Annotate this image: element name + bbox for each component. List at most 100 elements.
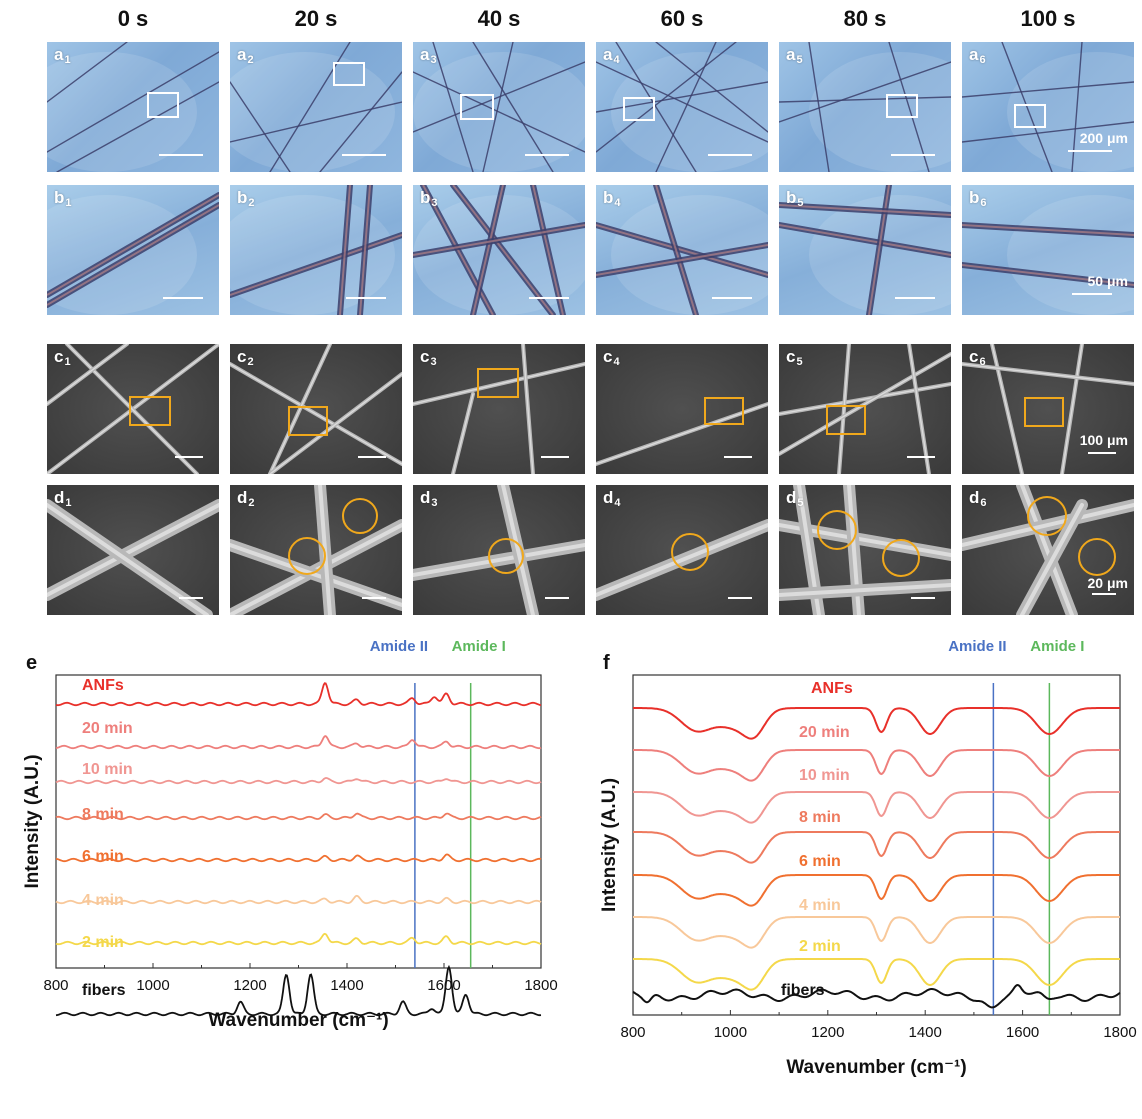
spectrum-line xyxy=(55,932,542,946)
panel-c-5: c5 xyxy=(779,344,951,474)
panel-label-c2: c2 xyxy=(237,347,254,368)
scale-bar xyxy=(911,597,935,599)
defect-highlight-circle xyxy=(288,537,326,575)
scale-bar xyxy=(1072,293,1112,295)
panel-label-a3: a3 xyxy=(420,45,437,66)
panel-label-a6: a6 xyxy=(969,45,986,66)
panel-c-3: c3 xyxy=(413,344,585,474)
x-tick-label: 1400 xyxy=(909,1024,942,1041)
time-header-40: 40 s xyxy=(477,6,521,31)
scale-bar xyxy=(358,456,386,458)
x-tick-label: 1600 xyxy=(1006,1024,1039,1041)
scale-bar xyxy=(346,297,386,299)
scale-bar xyxy=(907,456,935,458)
scale-bar xyxy=(724,456,752,458)
spectrum-line xyxy=(55,853,542,863)
scale-bar xyxy=(362,597,386,599)
defect-highlight-circle xyxy=(882,539,920,577)
y-axis-label: Intensity (A.U.) xyxy=(599,778,620,912)
x-tick-label: 1000 xyxy=(714,1024,747,1041)
panel-label-b6: b6 xyxy=(969,188,987,209)
defect-highlight-circle xyxy=(1027,496,1067,536)
defect-highlight-circle xyxy=(342,498,378,534)
time-header-80: 80 s xyxy=(843,6,887,31)
series-label: fibers xyxy=(781,982,825,999)
defect-highlight-circle xyxy=(817,510,857,550)
x-tick-label: 1200 xyxy=(233,977,266,994)
panel-a-3: a3 xyxy=(413,42,585,172)
spectrum-line xyxy=(55,812,542,821)
panel-label-b3: b3 xyxy=(420,188,438,209)
zoom-region-box xyxy=(129,396,171,426)
spectrum-line xyxy=(633,916,1120,949)
x-tick-label: 1400 xyxy=(330,977,363,994)
scale-bar xyxy=(529,297,569,299)
panel-d-6: d6 20 μm xyxy=(962,485,1134,615)
panel-letter-e: e xyxy=(26,652,37,674)
series-label: ANFs xyxy=(82,677,124,694)
series-label: 20 min xyxy=(82,720,133,737)
spectrum-line xyxy=(633,831,1120,864)
panel-b-2: b2 xyxy=(230,185,402,315)
spectrum-line xyxy=(633,791,1120,824)
scale-bar xyxy=(1088,452,1116,454)
spectrum-line xyxy=(55,894,542,905)
series-label: 2 min xyxy=(799,938,841,955)
panel-label-d5: d5 xyxy=(786,488,804,509)
x-tick-label: 1800 xyxy=(524,977,557,994)
zoom-region-box xyxy=(147,92,179,118)
panel-label-c6: c6 xyxy=(969,347,986,368)
marker-label: Amide I xyxy=(1030,638,1084,655)
scale-bar xyxy=(163,297,203,299)
series-label: 6 min xyxy=(799,853,841,870)
x-tick-label: 800 xyxy=(43,977,68,994)
scale-bar xyxy=(728,597,752,599)
panel-c-6: c6 100 μm xyxy=(962,344,1134,474)
spectrum-line xyxy=(55,964,542,1017)
panel-label-b4: b4 xyxy=(603,188,621,209)
spectrum-line xyxy=(633,874,1120,907)
scale-bar xyxy=(525,154,569,156)
time-header-60: 60 s xyxy=(660,6,704,31)
scale-bar xyxy=(179,597,203,599)
scale-bar-label: 20 μm xyxy=(1087,575,1128,591)
panel-b-6: b6 50 μm xyxy=(962,185,1134,315)
ftir-spectra-chart: 800 1000 1200 1400 1600 1800 Wavenumber (cm⁻¹)… xyxy=(599,638,1137,1078)
series-label: 8 min xyxy=(82,806,124,823)
series-label: 4 min xyxy=(82,892,124,909)
spectrum-line xyxy=(55,777,542,785)
panel-b-4: b4 xyxy=(596,185,768,315)
panel-label-a2: a2 xyxy=(237,45,254,66)
x-tick-label: 1800 xyxy=(1103,1024,1136,1041)
series-label: ANFs xyxy=(811,680,853,697)
zoom-region-box xyxy=(886,94,918,118)
panel-a-5: a5 xyxy=(779,42,951,172)
zoom-region-box xyxy=(477,368,519,398)
series-label: 10 min xyxy=(82,761,133,778)
defect-highlight-circle xyxy=(488,538,524,574)
scale-bar-label: 100 μm xyxy=(1079,432,1128,448)
panel-label-d2: d2 xyxy=(237,488,255,509)
scale-bar xyxy=(541,456,569,458)
spectrum-line xyxy=(633,749,1120,782)
scale-bar-label: 50 μm xyxy=(1087,273,1128,289)
spectrum-line xyxy=(55,735,542,750)
zoom-region-box xyxy=(288,406,328,436)
panel-label-d4: d4 xyxy=(603,488,621,509)
panel-label-c4: c4 xyxy=(603,347,620,368)
panel-b-3: b3 xyxy=(413,185,585,315)
zoom-region-box xyxy=(826,405,866,435)
panel-label-d6: d6 xyxy=(969,488,987,509)
panel-d-4: d4 xyxy=(596,485,768,615)
plot-frame xyxy=(55,674,542,969)
marker-label: Amide I xyxy=(452,638,506,655)
series-label: 20 min xyxy=(799,724,850,741)
scale-bar xyxy=(159,154,203,156)
zoom-region-box xyxy=(623,97,655,121)
scale-bar-label: 200 μm xyxy=(1079,130,1128,146)
series-label: 8 min xyxy=(799,809,841,826)
zoom-region-box xyxy=(704,397,744,425)
zoom-region-box xyxy=(1024,397,1064,427)
panel-label-a1: a1 xyxy=(54,45,71,66)
